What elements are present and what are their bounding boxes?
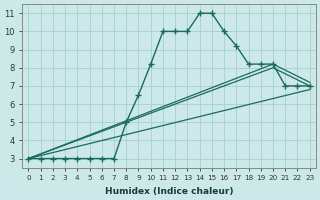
X-axis label: Humidex (Indice chaleur): Humidex (Indice chaleur) bbox=[105, 187, 233, 196]
